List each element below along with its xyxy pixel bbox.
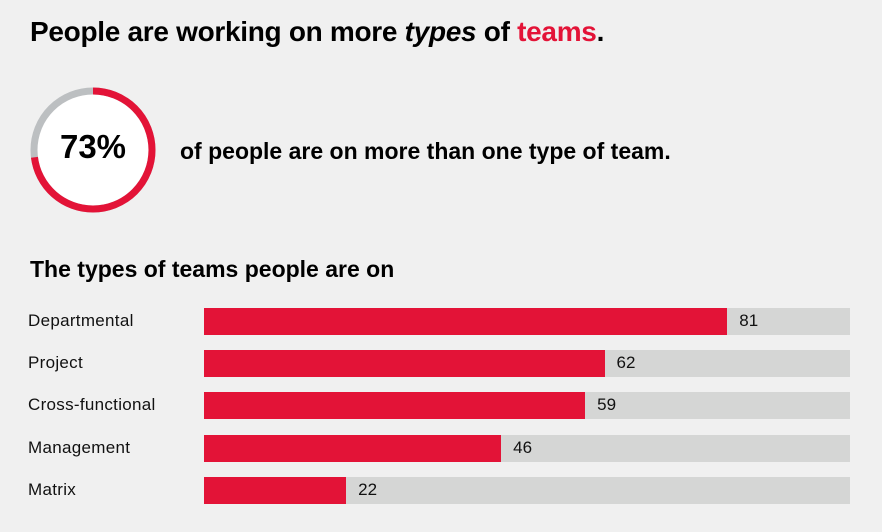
title-text: People are working on more	[30, 16, 405, 47]
page-title: People are working on more types of team…	[30, 16, 604, 48]
value-label: 81	[739, 311, 759, 330]
bar	[204, 308, 728, 335]
donut-percent-arc	[30, 87, 156, 213]
bar-track	[204, 477, 850, 504]
bar-track	[204, 435, 850, 462]
bar	[204, 477, 347, 504]
value-label: 22	[358, 480, 378, 499]
category-label: Management	[28, 438, 131, 457]
title-end: .	[596, 16, 605, 47]
percent-label: 73%	[59, 128, 127, 165]
bar-track	[204, 350, 850, 377]
value-label: 46	[513, 438, 533, 457]
donut-chart	[30, 87, 156, 213]
category-label: Cross-functional	[28, 395, 156, 414]
value-label: 62	[616, 353, 636, 372]
stat-text: of people are on more than one type of t…	[180, 138, 671, 164]
title-text-2: of	[476, 16, 518, 47]
bar-track	[204, 308, 850, 335]
bar	[204, 350, 605, 377]
category-label: Project	[28, 353, 84, 372]
bar	[204, 435, 502, 462]
title-italic: types	[404, 16, 477, 47]
donut-center	[34, 91, 152, 209]
category-label: Departmental	[28, 311, 134, 330]
bar	[204, 392, 586, 419]
title-accent: teams	[517, 16, 597, 47]
bar-track	[204, 392, 850, 419]
chart-title: The types of teams people are on	[30, 256, 395, 282]
category-label: Matrix	[28, 480, 77, 499]
value-label: 59	[597, 395, 617, 414]
